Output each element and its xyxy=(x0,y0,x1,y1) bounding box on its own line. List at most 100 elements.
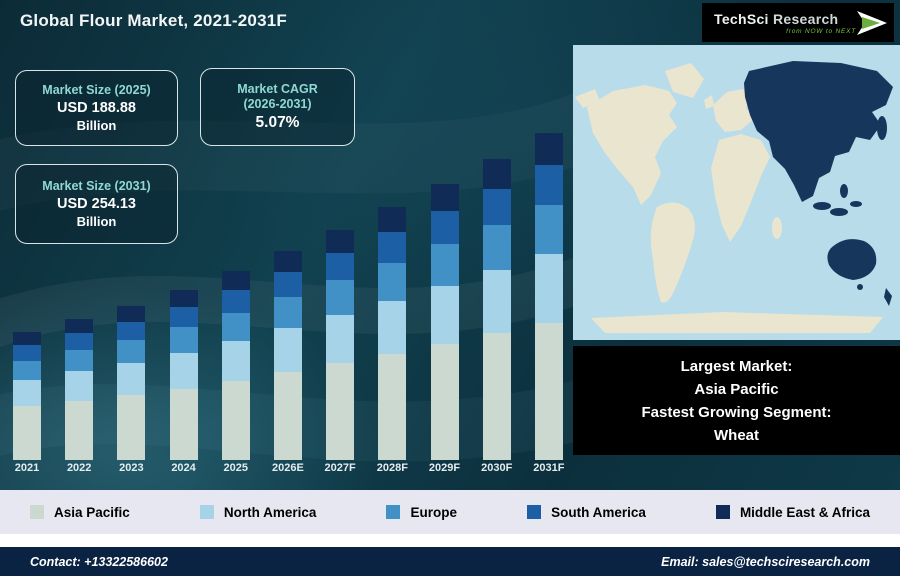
bar-segment-north-america xyxy=(482,270,511,334)
bar-2023: 2023 xyxy=(116,306,146,476)
bar-2022: 2022 xyxy=(64,318,94,476)
market-size-2025-box: Market Size (2025) USD 188.88 Billion xyxy=(15,70,178,146)
bar-segment-middle-east-africa xyxy=(273,250,302,272)
bar-segment-north-america xyxy=(65,371,94,401)
bar-segment-south-america xyxy=(13,345,41,361)
bar-stack-2029f xyxy=(430,183,459,460)
bar-segment-europe xyxy=(273,296,302,329)
footer-bar: Contact: +13322586602 Email: sales@techs… xyxy=(0,547,900,576)
market-size-2025-unit: Billion xyxy=(76,118,117,133)
x-axis-label-2031f: 2031F xyxy=(533,462,565,474)
market-size-2025-value: USD 188.88 xyxy=(57,100,136,116)
bar-segment-asia-pacific xyxy=(13,406,41,460)
world-map xyxy=(573,45,900,340)
x-axis-label-2023: 2023 xyxy=(119,462,144,474)
bar-2024: 2024 xyxy=(169,290,199,476)
divider-strip xyxy=(0,534,900,547)
legend-item-south-america: South America xyxy=(527,505,646,520)
legend-item-middle-east-africa: Middle East & Africa xyxy=(715,504,870,520)
bar-segment-south-america xyxy=(273,271,302,297)
bar-segment-north-america xyxy=(378,300,407,354)
bar-segment-europe xyxy=(13,360,41,380)
legend-swatch-middle-east-africa xyxy=(715,505,730,519)
bar-segment-south-america xyxy=(221,290,250,313)
bar-segment-north-america xyxy=(13,379,41,407)
page-title: Global Flour Market, 2021-2031F xyxy=(20,11,287,30)
market-cagr-value: 5.07% xyxy=(255,114,300,131)
bar-segment-middle-east-africa xyxy=(326,229,355,253)
legend-label-europe: Europe xyxy=(410,504,457,520)
legend-label-asia-pacific: Asia Pacific xyxy=(54,504,130,520)
bar-2027f: 2027F xyxy=(325,229,356,476)
callout-largest-market-value: Asia Pacific xyxy=(694,380,779,398)
bar-segment-north-america xyxy=(221,341,250,381)
market-cagr-title-line2: (2026-2031) xyxy=(243,97,312,111)
callout-largest-market-label: Largest Market: xyxy=(680,357,793,375)
bar-2021: 2021 xyxy=(12,332,42,476)
market-size-2031-box: Market Size (2031) USD 254.13 Billion xyxy=(15,164,178,244)
footer-email: Email: sales@techsciresearch.com xyxy=(661,554,870,569)
bar-segment-europe xyxy=(221,312,250,342)
bar-segment-north-america xyxy=(430,285,459,344)
bar-stack-2026e xyxy=(273,250,302,460)
logo-tagline: from NOW to NEXT xyxy=(786,27,856,35)
bar-segment-asia-pacific xyxy=(378,353,407,460)
bar-stack-2031f xyxy=(534,132,563,460)
legend-label-middle-east-africa: Middle East & Africa xyxy=(739,504,870,520)
x-axis-label-2028f: 2028F xyxy=(376,462,408,474)
market-cagr-title: Market CAGR (2026-2031) xyxy=(207,82,348,112)
bar-2029f: 2029F xyxy=(428,183,461,476)
bar-segment-europe xyxy=(482,224,511,271)
bar-stack-2023 xyxy=(117,306,146,460)
bar-segment-middle-east-africa xyxy=(117,306,146,322)
logo-brand-research: Research xyxy=(772,10,839,27)
bar-segment-south-america xyxy=(326,252,355,281)
bar-segment-asia-pacific xyxy=(221,380,250,460)
legend-swatch-south-america xyxy=(527,505,542,519)
bar-segment-middle-east-africa xyxy=(482,158,511,189)
bar-segment-europe xyxy=(534,204,563,254)
bar-segment-middle-east-africa xyxy=(378,206,407,233)
legend-item-north-america: North America xyxy=(199,505,316,520)
bar-stack-2030f xyxy=(482,158,511,460)
x-axis-label-2022: 2022 xyxy=(66,462,92,474)
logo-text: TechSci Research from NOW to NEXT xyxy=(714,11,856,35)
bar-stack-2025 xyxy=(221,271,250,460)
market-cagr-title-line1: Market CAGR xyxy=(237,82,318,96)
market-callout-box: Largest Market: Asia Pacific Fastest Gro… xyxy=(573,346,900,455)
legend-item-europe: Europe xyxy=(386,505,457,520)
market-size-2031-unit: Billion xyxy=(76,214,117,229)
bar-stack-2024 xyxy=(169,290,198,460)
bar-segment-south-america xyxy=(482,188,511,225)
bar-segment-europe xyxy=(430,244,459,286)
bar-segment-asia-pacific xyxy=(117,395,146,460)
logo-brand-tech: TechSci xyxy=(714,10,769,27)
bar-segment-south-america xyxy=(65,332,94,350)
bar-segment-south-america xyxy=(534,165,563,205)
bar-segment-europe xyxy=(117,340,146,364)
bar-segment-middle-east-africa xyxy=(221,271,250,291)
bar-segment-asia-pacific xyxy=(482,333,511,460)
bar-segment-south-america xyxy=(430,211,459,245)
x-axis-label-2030f: 2030F xyxy=(481,462,513,474)
bar-stack-2027f xyxy=(326,229,355,460)
bar-segment-middle-east-africa xyxy=(169,290,198,308)
bar-stack-2028f xyxy=(378,206,407,460)
x-axis-label-2025: 2025 xyxy=(223,462,248,474)
bar-segment-north-america xyxy=(169,352,198,389)
bar-segment-middle-east-africa xyxy=(13,332,41,346)
bar-2028f: 2028F xyxy=(376,206,408,476)
bar-segment-asia-pacific xyxy=(430,343,459,460)
bar-2031f: 2031F xyxy=(533,132,565,476)
bar-segment-north-america xyxy=(117,363,146,396)
logo-arrow-icon xyxy=(857,10,887,35)
bar-segment-middle-east-africa xyxy=(534,132,563,166)
bar-segment-south-america xyxy=(169,307,198,328)
map-region-asia-pacific-highlight xyxy=(744,61,893,306)
market-cagr-box: Market CAGR (2026-2031) 5.07% xyxy=(200,68,355,146)
bar-segment-europe xyxy=(65,349,94,372)
bar-stack-2022 xyxy=(65,318,94,460)
x-axis-label-2029f: 2029F xyxy=(428,462,461,474)
bar-segment-north-america xyxy=(326,314,355,364)
